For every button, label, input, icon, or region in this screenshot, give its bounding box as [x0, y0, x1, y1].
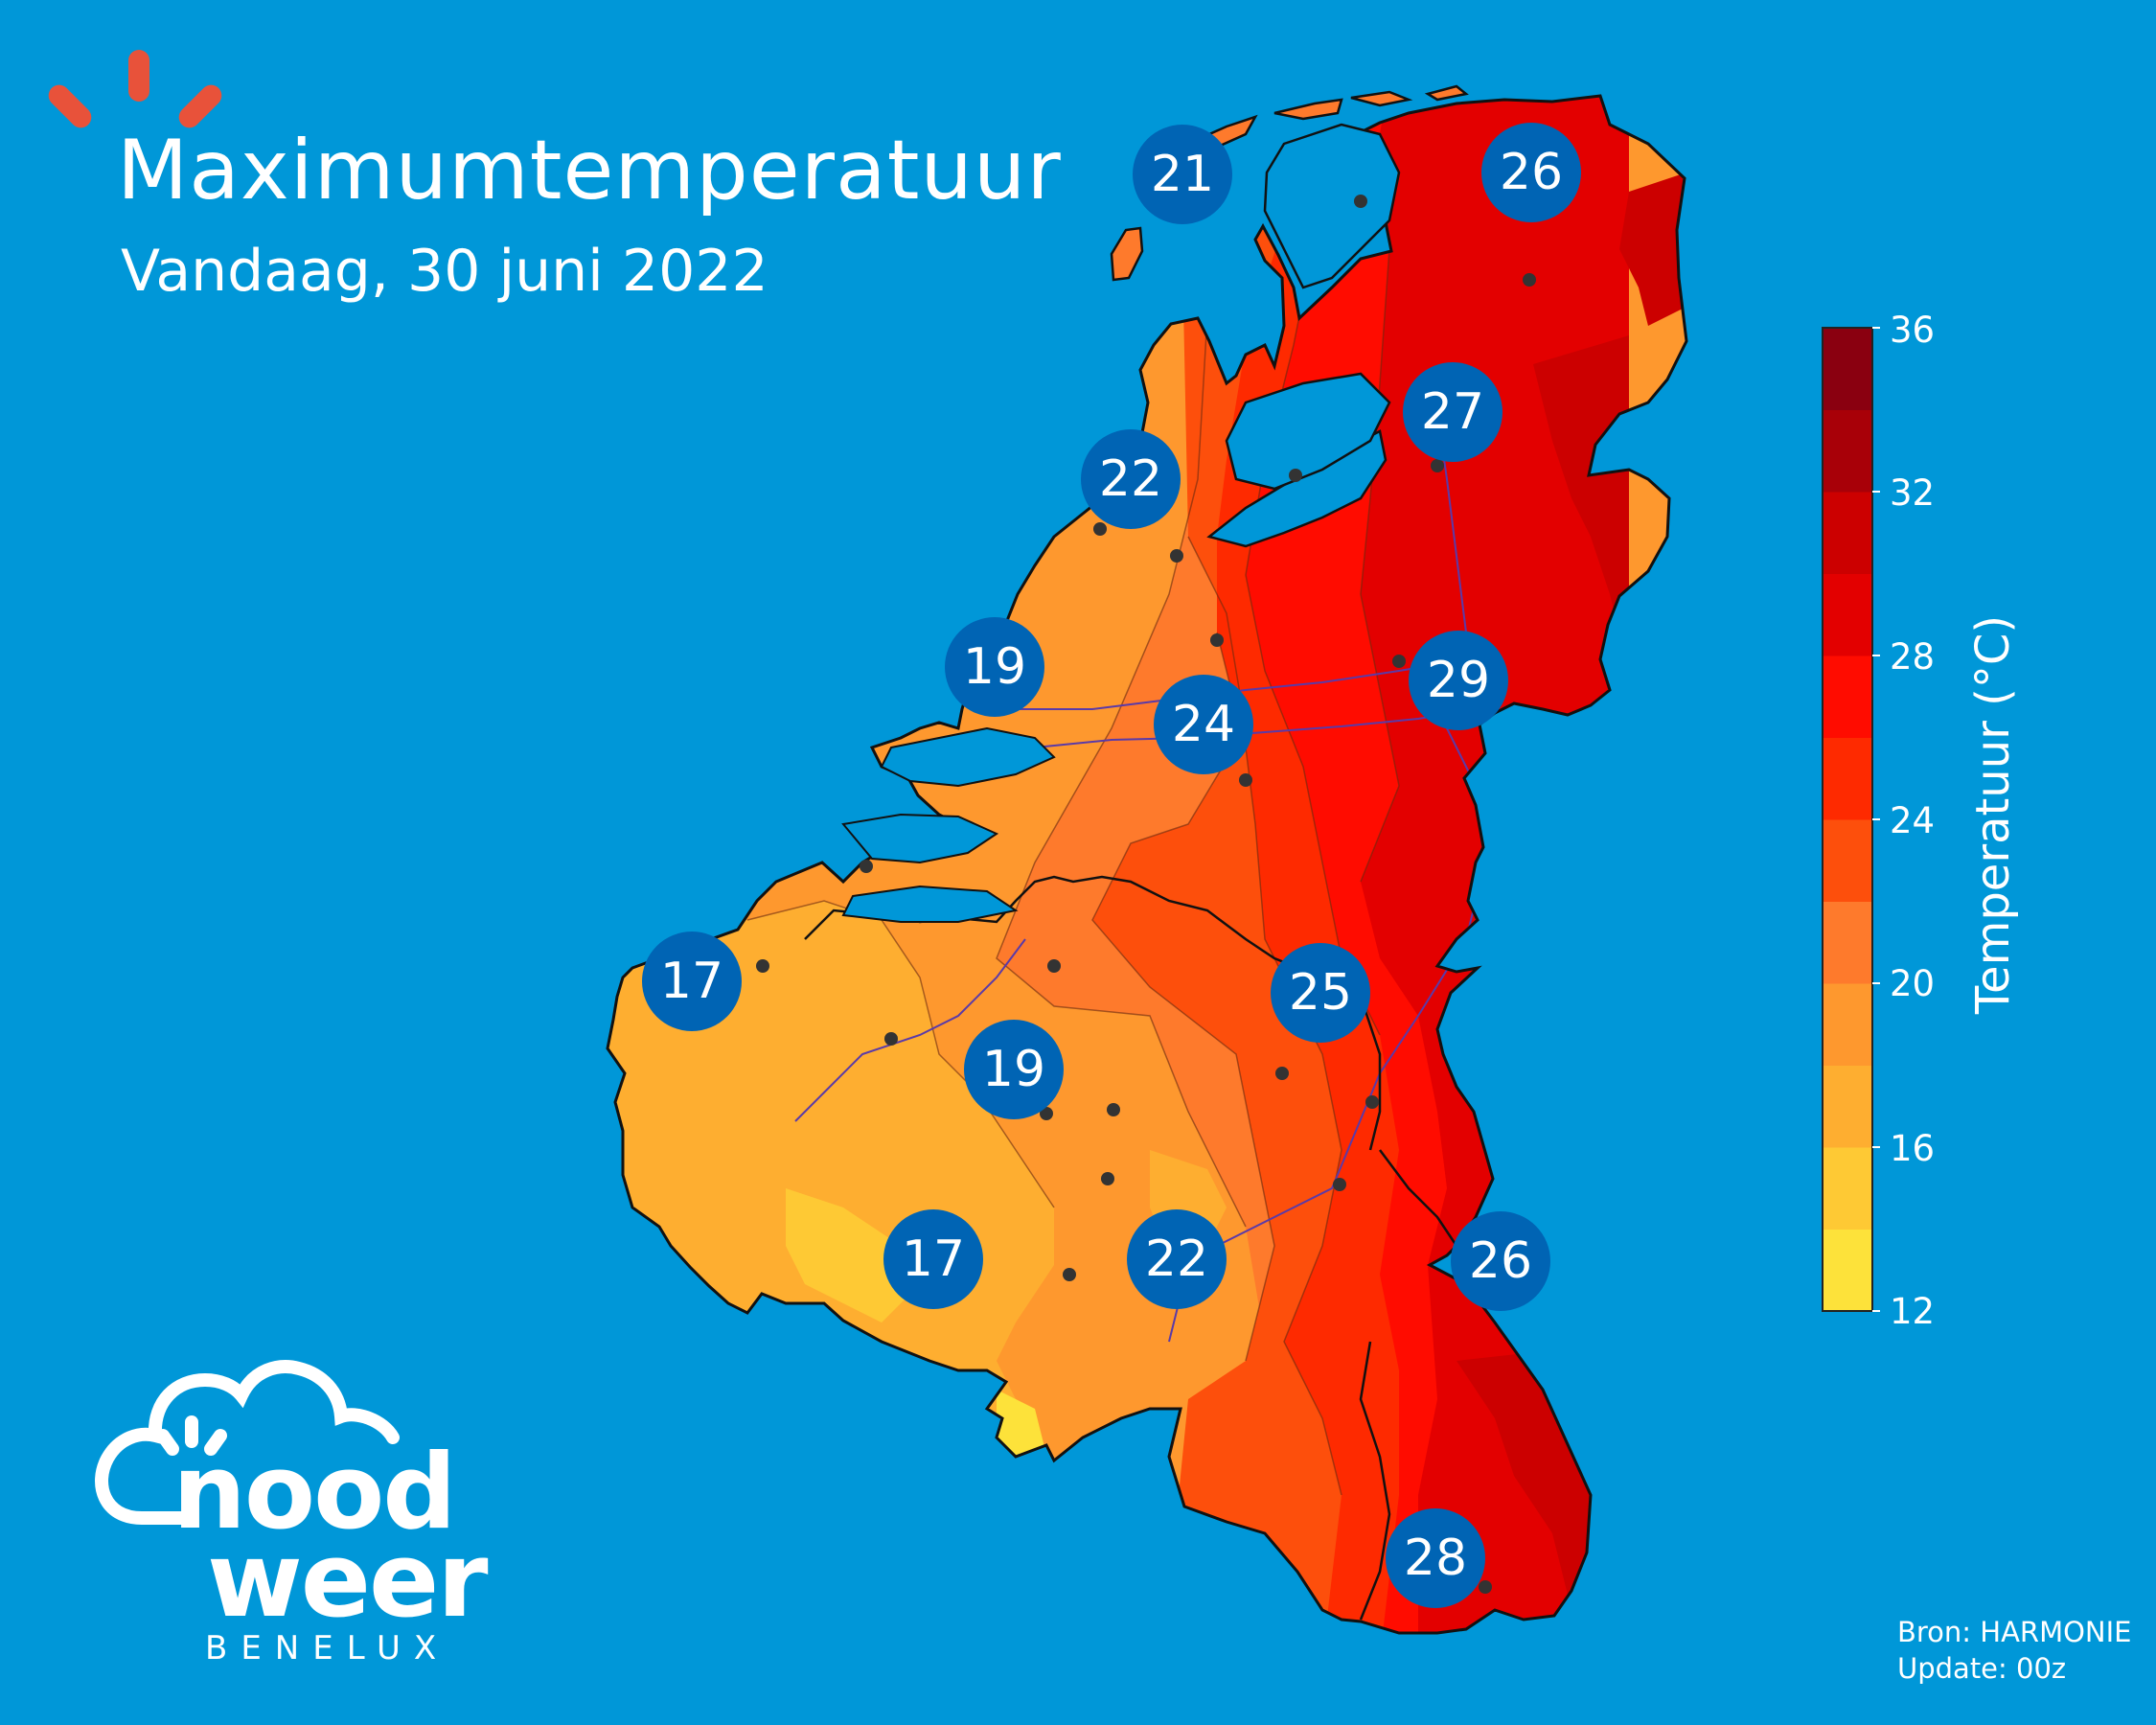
colorbar-segment: [1823, 573, 1872, 656]
colorbar-segment: [1823, 737, 1872, 820]
badge-value: 17: [659, 953, 724, 1010]
colorbar-segment: [1823, 1065, 1872, 1148]
badge-value: 28: [1403, 1530, 1468, 1587]
badge-twente: 29: [1409, 631, 1508, 730]
update-line: Update: 00z: [1897, 1652, 2067, 1685]
badge-value: 22: [1098, 450, 1163, 508]
badge-value: 24: [1171, 696, 1236, 753]
badge-value: 19: [962, 638, 1027, 696]
badge-value: 21: [1150, 146, 1215, 203]
page-subtitle: Vandaag, 30 juni 2022: [121, 238, 768, 305]
logo-wordmark-benelux: BENELUX: [205, 1629, 450, 1668]
badge-hainaut: 17: [883, 1209, 983, 1309]
logo-wordmark-weer: weer: [207, 1521, 489, 1641]
badge-groningen: 26: [1481, 123, 1581, 222]
badge-eifel: 26: [1451, 1211, 1550, 1311]
badge-noord-holland-north: 21: [1133, 125, 1232, 224]
badge-value: 19: [981, 1041, 1046, 1098]
colorbar-tick-label: 28: [1890, 636, 1936, 678]
colorbar-segment: [1823, 656, 1872, 738]
badge-namur: 22: [1127, 1209, 1227, 1309]
badge-value: 29: [1426, 652, 1491, 709]
city-markers: [756, 187, 1546, 1594]
colorbar-tick-label: 32: [1890, 472, 1936, 514]
colorbar-segment: [1823, 1147, 1872, 1230]
colorbar-segment: [1823, 328, 1872, 410]
badge-value: 26: [1499, 144, 1564, 201]
colorbar-tick-label: 12: [1890, 1291, 1936, 1332]
colorbar-segment: [1823, 901, 1872, 984]
contour-lines: [746, 133, 1400, 1496]
wadden-water: [1263, 123, 1401, 289]
badge-drenthe: 27: [1403, 362, 1502, 462]
badge-brussels: 19: [964, 1020, 1064, 1119]
estuary-westerschelde: [841, 885, 1019, 923]
colorbar-segment: [1823, 983, 1872, 1066]
colorbar-segment: [1823, 1229, 1872, 1312]
badge-value: 25: [1288, 964, 1353, 1022]
estuary-north: [880, 726, 1056, 788]
colorbar: [1822, 327, 1880, 1312]
colorbar-tick-label: 36: [1890, 310, 1936, 351]
badge-limburg: 25: [1271, 943, 1370, 1043]
badge-utrecht-gelderland: 24: [1154, 675, 1253, 774]
logo-wordmark-nood: nood: [172, 1433, 457, 1552]
page-title: Maximumtemperatuur: [117, 123, 1062, 218]
colorbar-segment: [1823, 409, 1872, 493]
colorbar-title: Temperatuur (°C): [1966, 614, 2020, 1015]
badge-value: 17: [901, 1230, 966, 1288]
badge-luxembourg: 28: [1386, 1508, 1485, 1608]
sun-rays-icon: [48, 50, 222, 128]
badge-noord-holland: 22: [1081, 429, 1181, 529]
badge-zuid-holland-coast: 19: [945, 617, 1044, 717]
colorbar-segment: [1823, 492, 1872, 574]
badge-value: 22: [1144, 1230, 1209, 1288]
colorbar-tick-label: 16: [1890, 1128, 1936, 1169]
colorbar-segment: [1823, 819, 1872, 902]
badge-value: 26: [1468, 1232, 1533, 1290]
cloud-logo-icon: [95, 1360, 400, 1525]
temperature-fill: [608, 96, 1686, 1633]
markermeer: [1225, 372, 1391, 491]
badge-value: 27: [1420, 383, 1485, 441]
source-note: Bron: HARMONIE Update: 00z: [1897, 1614, 2132, 1687]
badge-west-flanders: 17: [642, 932, 742, 1031]
colorbar-tick-label: 20: [1890, 963, 1936, 1004]
source-line: Bron: HARMONIE: [1897, 1616, 2132, 1648]
estuary-oosterschelde: [841, 813, 999, 864]
colorbar-tick-label: 24: [1890, 800, 1936, 841]
